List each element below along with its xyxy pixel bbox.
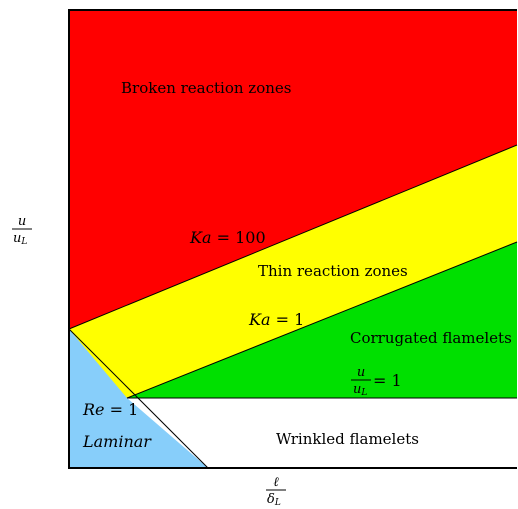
re1-line (68, 328, 209, 469)
wrinkled-flamelets-label: Wrinkled flamelets (276, 430, 419, 448)
re1-label: Re = 1 (82, 400, 138, 419)
wrinkled-flamelets-region (127, 398, 517, 468)
x-axis-denominator: δL (267, 492, 281, 508)
ka1-value: = 1 (271, 310, 305, 329)
laminar-region (69, 329, 208, 468)
laminar-label: Laminar (82, 432, 152, 451)
x-axis-numerator: ℓ (273, 475, 279, 490)
plot-frame (68, 9, 517, 469)
u-ul-1-value: = 1 (373, 371, 402, 390)
u-ul-1-denominator: uL (353, 382, 367, 398)
ka100-symbol: Ka (189, 228, 212, 247)
y-axis-den-main: u (13, 231, 21, 246)
x-axis-den-main: δ (267, 492, 275, 507)
re1-value: = 1 (105, 400, 139, 419)
u-ul-1-numerator: u (357, 365, 365, 380)
ka1-symbol: Ka (248, 310, 271, 329)
x-axis-label: ℓ δL (266, 475, 286, 508)
corrugated-flamelets-label: Corrugated flamelets (350, 329, 512, 347)
ka1-line (126, 241, 518, 399)
thin-reaction-zones-region (69, 145, 517, 399)
u-ul-1-label: u uL = 1 (351, 365, 402, 398)
ka100-value: = 100 (212, 228, 266, 247)
broken-reaction-zones-label: Broken reaction zones (121, 79, 291, 97)
re1-symbol: Re (82, 400, 105, 419)
ka100-label: Ka = 100 (189, 228, 266, 247)
y-axis-label: u uL (12, 214, 32, 247)
u-ul-1-den-sub: L (360, 388, 367, 398)
ka1-label: Ka = 1 (248, 310, 304, 329)
x-axis-den-sub: L (274, 498, 281, 508)
broken-reaction-zones-region (69, 10, 517, 329)
thin-reaction-zones-label: Thin reaction zones (258, 262, 408, 280)
y-axis-numerator: u (18, 214, 26, 229)
y-axis-denominator: uL (13, 231, 27, 247)
y-axis-den-sub: L (20, 237, 27, 247)
u-ul-1-den-main: u (353, 382, 361, 397)
ka100-line (68, 144, 518, 330)
